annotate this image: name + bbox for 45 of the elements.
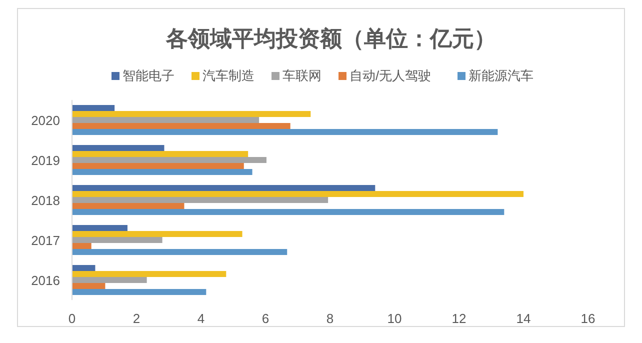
bar [72, 231, 242, 237]
bar [72, 169, 252, 175]
x-tick-label: 8 [326, 311, 334, 326]
bar [72, 265, 96, 271]
bar [72, 157, 266, 163]
y-tick-label: 2020 [31, 113, 60, 128]
legend-label: 新能源汽车 [468, 68, 534, 83]
bar [72, 117, 260, 123]
bar [72, 277, 147, 283]
bar [72, 283, 106, 289]
legend-label: 智能电子 [122, 68, 174, 83]
bar [72, 271, 226, 277]
x-tick-label: 14 [516, 311, 531, 326]
bar [72, 105, 115, 111]
chart-title: 各领域平均投资额（单位：亿元） [165, 26, 496, 51]
bar [72, 209, 504, 215]
x-tick-label: 16 [580, 311, 596, 326]
x-tick-label: 12 [452, 311, 466, 326]
bar [72, 163, 244, 169]
bar [72, 289, 206, 295]
bar [72, 111, 311, 117]
y-tick-label: 2016 [31, 273, 60, 288]
x-tick-label: 4 [197, 311, 205, 326]
bar [72, 191, 524, 197]
bar [72, 243, 92, 249]
legend-label: 自动/无人驾驶 [350, 68, 432, 83]
x-tick-label: 2 [132, 311, 140, 326]
bar [72, 237, 162, 243]
bar [72, 145, 164, 151]
y-tick-label: 2018 [31, 193, 60, 208]
bar [72, 151, 248, 157]
y-tick-label: 2017 [31, 233, 60, 248]
x-tick-label: 6 [262, 311, 270, 326]
bar [72, 197, 328, 203]
x-tick-label: 0 [68, 311, 76, 326]
legend-label: 车联网 [282, 68, 322, 83]
bar [72, 185, 376, 191]
y-tick-label: 2019 [31, 153, 60, 168]
bar [72, 249, 288, 255]
bar [72, 203, 184, 209]
legend-label: 汽车制造 [202, 68, 254, 83]
bar [72, 225, 128, 231]
x-tick-label: 10 [387, 311, 402, 326]
bar [72, 129, 498, 135]
bar [72, 123, 290, 129]
